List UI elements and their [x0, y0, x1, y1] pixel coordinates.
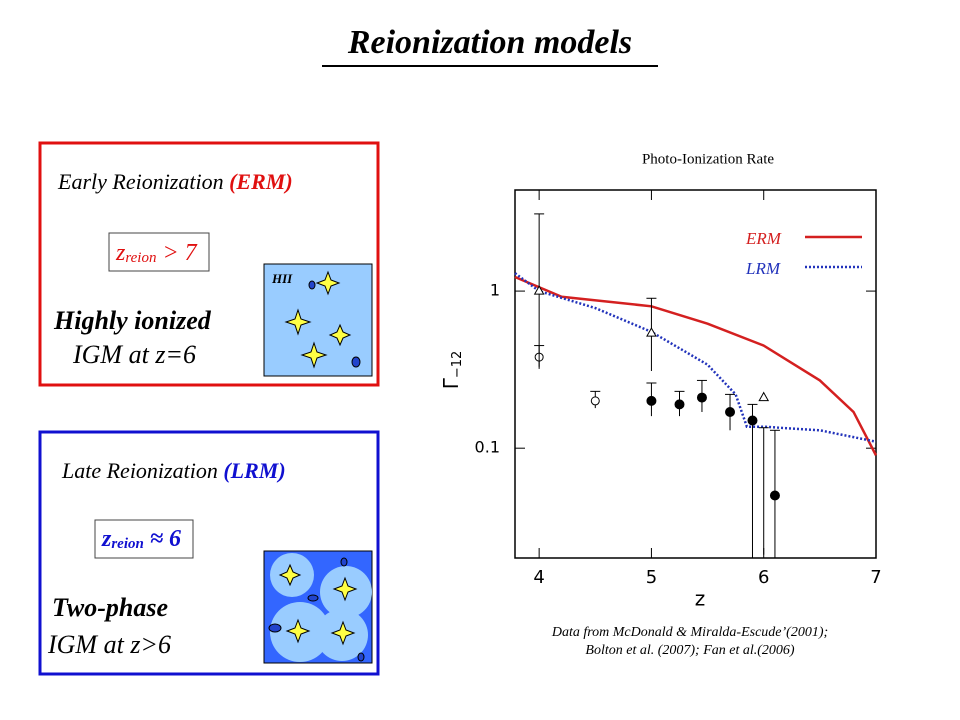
x-tick-label: 4 [533, 567, 544, 588]
data-point [747, 415, 758, 426]
chart-title: Photo-Ionization Rate [642, 151, 774, 167]
data-point [590, 396, 600, 406]
panel-title: Late Reionization (LRM) [61, 458, 286, 483]
legend-label: LRM [745, 259, 781, 278]
plot-frame [514, 189, 877, 559]
y-axis-sub: −12 [450, 351, 465, 378]
x-tick-label: 6 [758, 567, 769, 588]
panel-model: (LRM) [223, 458, 285, 483]
formula-rel: > 7 [156, 240, 197, 266]
galaxies [268, 280, 365, 662]
caption: Bolton et al. (2007); Fan et al.(2006) [585, 643, 795, 658]
stars [278, 270, 358, 646]
slide-title: Reionization models [347, 24, 632, 61]
panel-line: Two-phase [52, 593, 168, 622]
data-point [646, 395, 657, 406]
model-line [514, 275, 878, 456]
formula-base: z [101, 526, 112, 552]
y-tick-label: 1 [490, 281, 500, 300]
x-axis-label: z [695, 587, 706, 611]
panel-line: Highly ionized [53, 306, 212, 335]
formula-box [94, 519, 194, 559]
x-tick-label: 5 [646, 567, 657, 588]
formula-base: z [115, 240, 126, 266]
data-point [696, 392, 707, 403]
formula-rel: ≈ 6 [144, 526, 181, 552]
formula-sub: reion [125, 250, 156, 266]
caption: Data from McDonald & Miralda-Escude’(200… [551, 625, 828, 640]
data-point [758, 391, 770, 402]
y-tick-label: 0.1 [475, 438, 500, 457]
lrm-panel [38, 430, 380, 676]
panel-line: IGM at z>6 [47, 630, 171, 659]
data-point [646, 327, 657, 337]
panel-model: (ERM) [229, 169, 293, 194]
legend-label: ERM [745, 229, 782, 248]
y-axis-label: Γ−12 [439, 351, 465, 390]
panel-title-text: Early Reionization [57, 169, 229, 194]
y-axis-symbol: Γ [439, 377, 463, 389]
formula-box [108, 232, 210, 272]
formula: zreion > 7 [115, 240, 198, 267]
data-point [725, 406, 736, 417]
data-point [674, 399, 685, 410]
region-label: HII [271, 271, 293, 286]
data-point [769, 490, 780, 501]
formula: zreion ≈ 6 [101, 526, 181, 553]
panel-title-text: Late Reionization [61, 458, 223, 483]
bubbles [270, 553, 372, 662]
erm-panel [38, 141, 380, 387]
panel-line: IGM at z=6 [72, 340, 196, 369]
panel-title: Early Reionization (ERM) [57, 169, 293, 194]
data-point [533, 285, 545, 295]
formula-sub: reion [111, 536, 144, 552]
x-tick-label: 7 [870, 567, 881, 588]
